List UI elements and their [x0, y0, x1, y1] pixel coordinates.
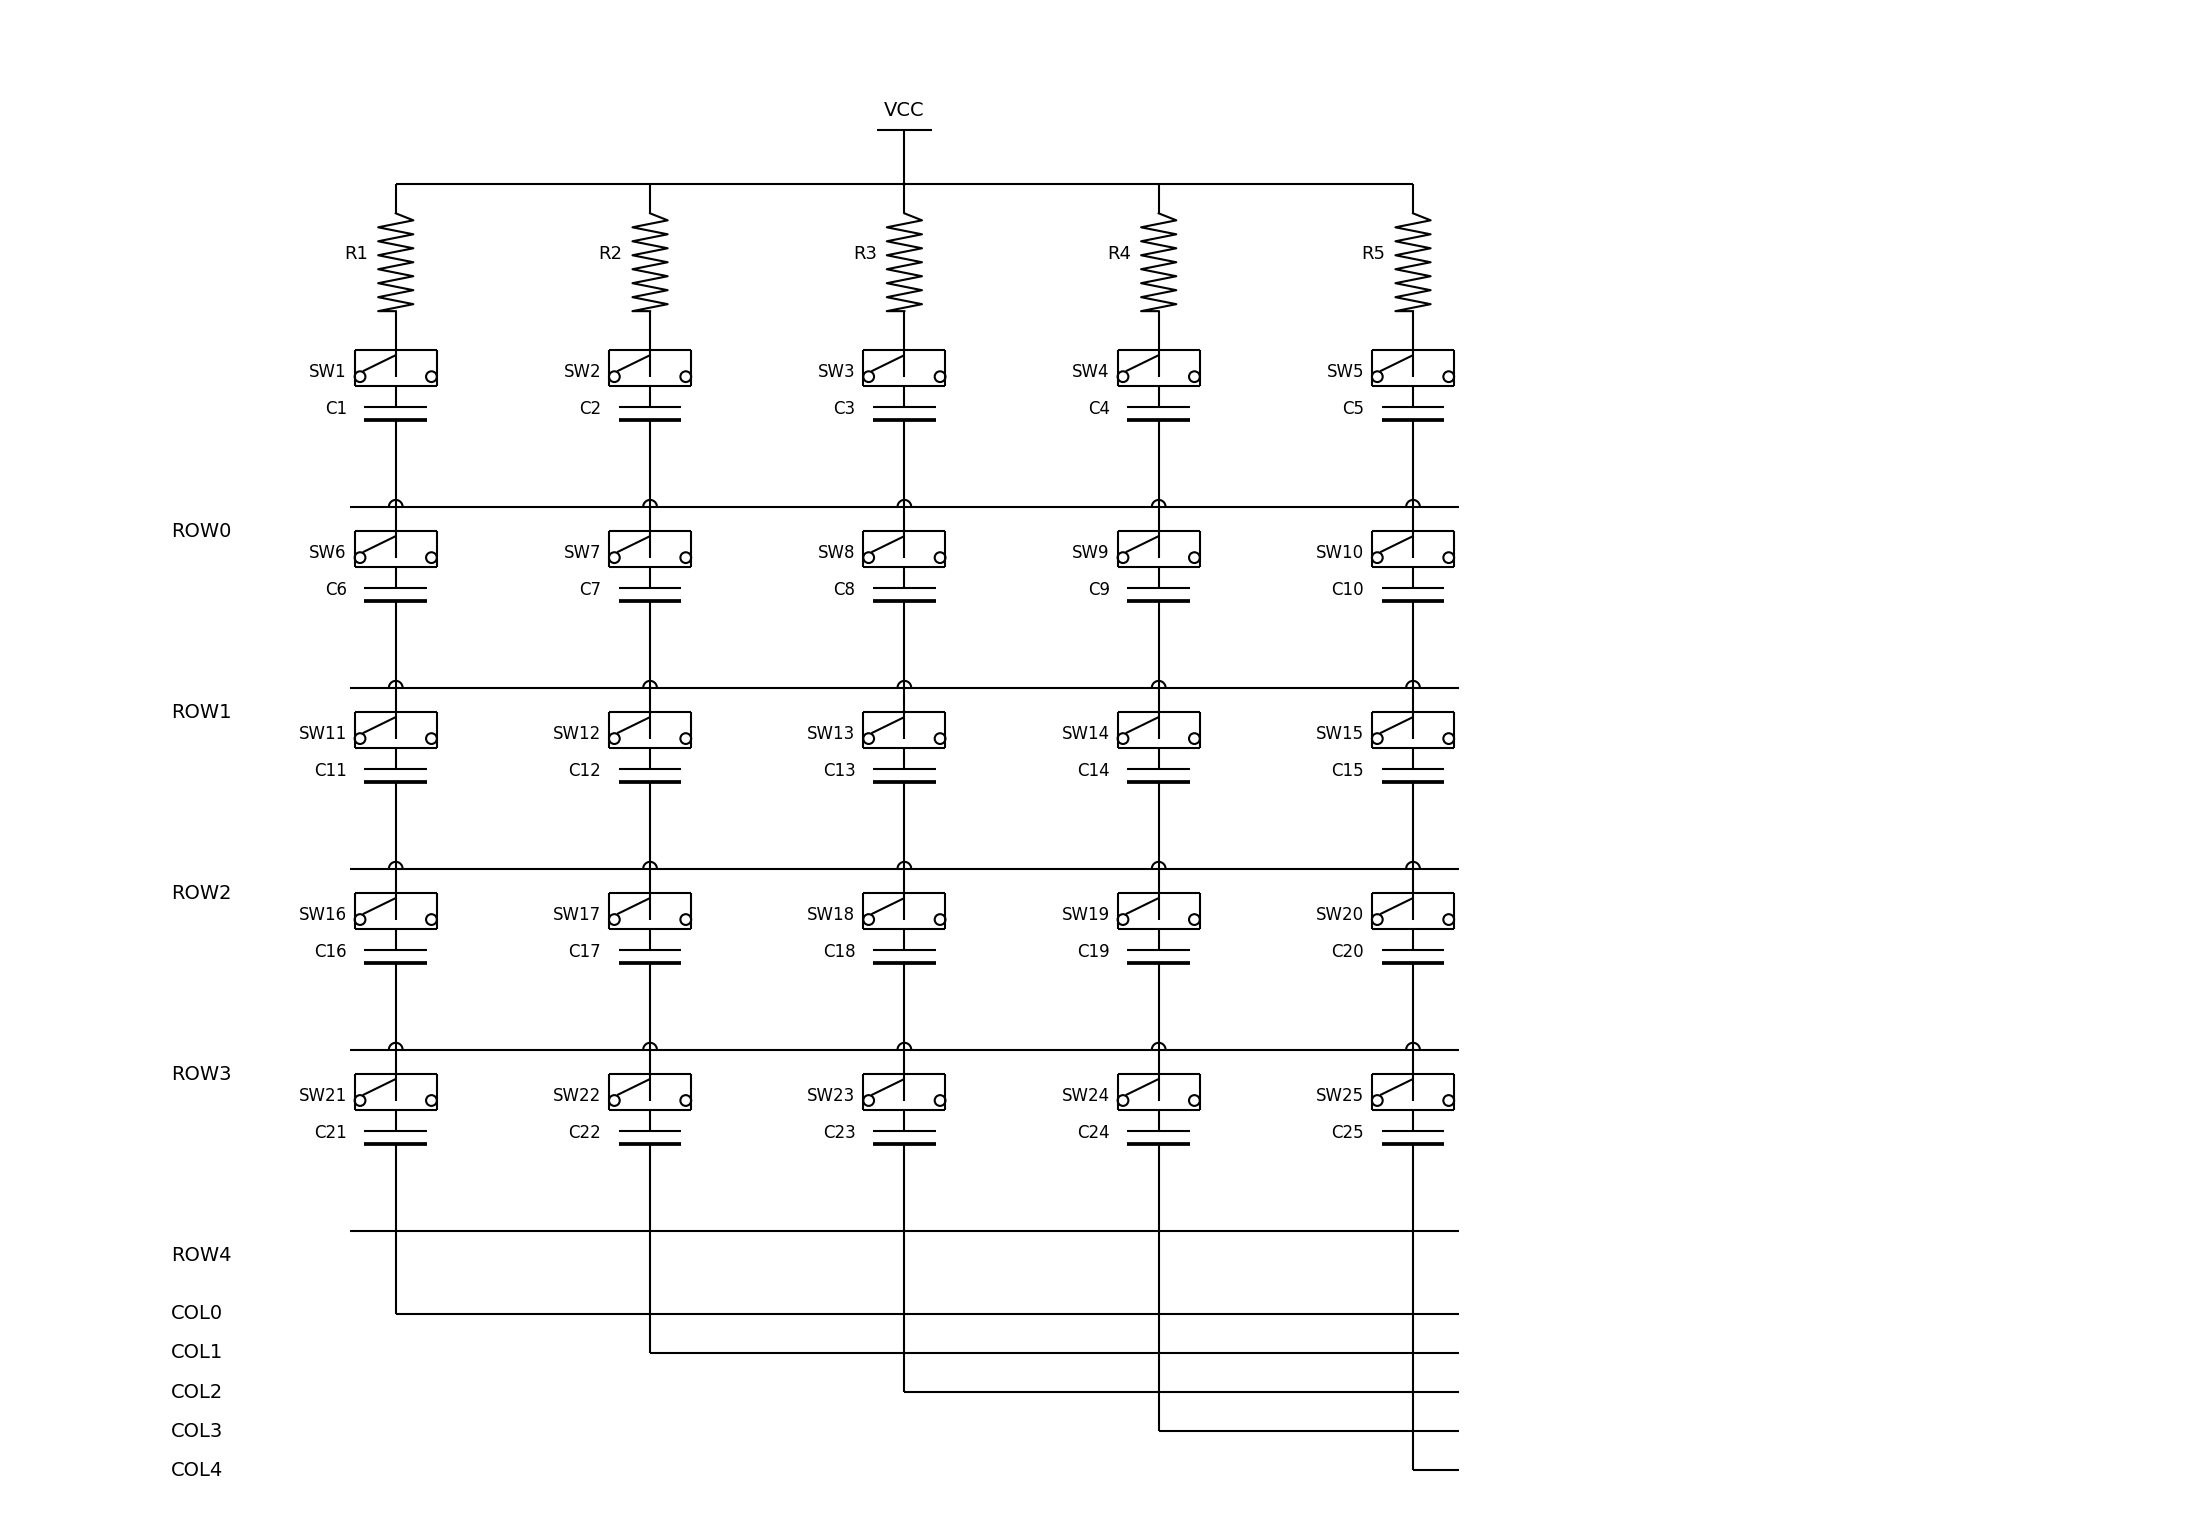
Text: SW5: SW5: [1327, 363, 1365, 381]
Text: COL2: COL2: [172, 1382, 222, 1401]
Text: C25: C25: [1332, 1124, 1365, 1142]
Text: ROW4: ROW4: [172, 1246, 231, 1265]
Text: C4: C4: [1087, 400, 1109, 418]
Text: C13: C13: [823, 762, 856, 779]
Text: SW13: SW13: [808, 724, 856, 743]
Text: COL4: COL4: [172, 1461, 222, 1480]
Text: COL1: COL1: [172, 1343, 222, 1363]
Text: SW15: SW15: [1316, 724, 1365, 743]
Text: C21: C21: [315, 1124, 348, 1142]
Text: SW14: SW14: [1061, 724, 1109, 743]
Text: SW18: SW18: [808, 906, 856, 923]
Text: C17: C17: [568, 943, 601, 961]
Text: R4: R4: [1107, 245, 1131, 263]
Text: VCC: VCC: [885, 101, 924, 121]
Text: ROW3: ROW3: [172, 1064, 231, 1084]
Text: C18: C18: [823, 943, 856, 961]
Text: C5: C5: [1343, 400, 1365, 418]
Text: SW17: SW17: [552, 906, 601, 923]
Text: R5: R5: [1362, 245, 1387, 263]
Text: C2: C2: [579, 400, 601, 418]
Text: C9: C9: [1087, 580, 1109, 599]
Text: SW11: SW11: [299, 724, 348, 743]
Text: COL3: COL3: [172, 1422, 222, 1441]
Text: C19: C19: [1076, 943, 1109, 961]
Text: SW1: SW1: [308, 363, 348, 381]
Text: C24: C24: [1076, 1124, 1109, 1142]
Text: R2: R2: [599, 245, 623, 263]
Text: SW16: SW16: [299, 906, 348, 923]
Text: SW6: SW6: [310, 544, 348, 562]
Text: SW7: SW7: [563, 544, 601, 562]
Text: R3: R3: [854, 245, 876, 263]
Text: SW22: SW22: [552, 1087, 601, 1105]
Text: SW10: SW10: [1316, 544, 1365, 562]
Text: C3: C3: [834, 400, 856, 418]
Text: SW25: SW25: [1316, 1087, 1365, 1105]
Text: C7: C7: [579, 580, 601, 599]
Text: C10: C10: [1332, 580, 1365, 599]
Text: SW3: SW3: [819, 363, 856, 381]
Text: SW23: SW23: [808, 1087, 856, 1105]
Text: C20: C20: [1332, 943, 1365, 961]
Text: SW2: SW2: [563, 363, 601, 381]
Text: ROW1: ROW1: [172, 703, 231, 721]
Text: SW24: SW24: [1061, 1087, 1109, 1105]
Text: SW9: SW9: [1072, 544, 1109, 562]
Text: C15: C15: [1332, 762, 1365, 779]
Text: C11: C11: [315, 762, 348, 779]
Text: ROW0: ROW0: [172, 522, 231, 540]
Text: SW21: SW21: [299, 1087, 348, 1105]
Text: C22: C22: [568, 1124, 601, 1142]
Text: SW12: SW12: [552, 724, 601, 743]
Text: C23: C23: [823, 1124, 856, 1142]
Text: C6: C6: [326, 580, 348, 599]
Text: R1: R1: [346, 245, 368, 263]
Text: SW4: SW4: [1072, 363, 1109, 381]
Text: C1: C1: [326, 400, 348, 418]
Text: C8: C8: [834, 580, 856, 599]
Text: C16: C16: [315, 943, 348, 961]
Text: SW20: SW20: [1316, 906, 1365, 923]
Text: SW8: SW8: [819, 544, 856, 562]
Text: C12: C12: [568, 762, 601, 779]
Text: SW19: SW19: [1061, 906, 1109, 923]
Text: ROW2: ROW2: [172, 883, 231, 903]
Text: COL0: COL0: [172, 1304, 222, 1323]
Text: C14: C14: [1076, 762, 1109, 779]
